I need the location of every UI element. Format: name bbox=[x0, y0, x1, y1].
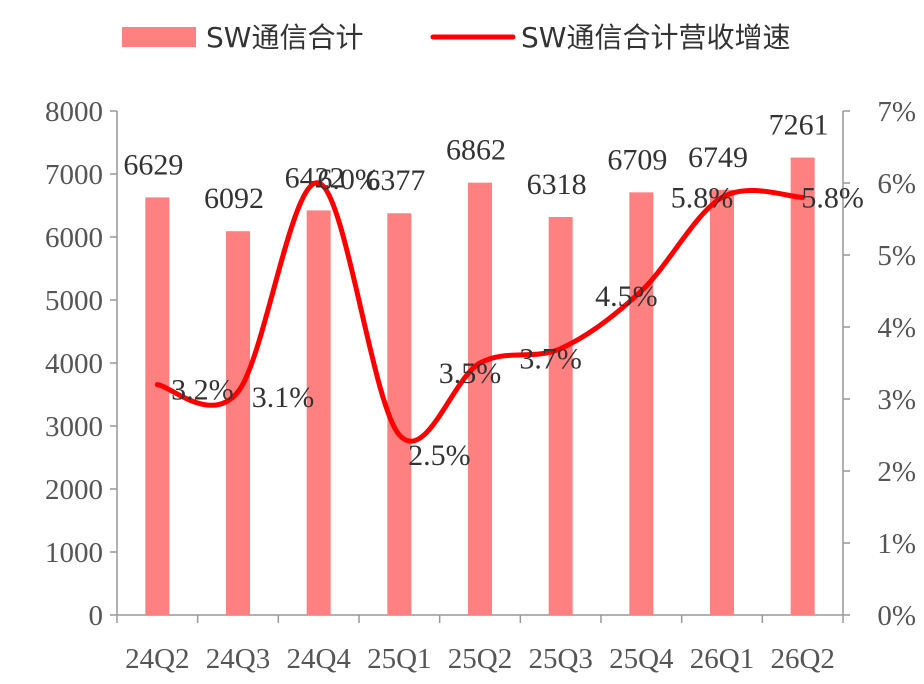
bar-25q1 bbox=[387, 213, 412, 615]
x-tick-label: 25Q2 bbox=[448, 643, 512, 675]
line-label-24q3: 3.1% bbox=[252, 381, 315, 414]
y-left-tick-label: 1000 bbox=[45, 537, 103, 569]
bar-label-26q2: 7261 bbox=[769, 109, 829, 142]
y-right-tick-label: 4% bbox=[877, 312, 916, 344]
axes: 0 1000 2000 3000 4000 5000 6000 7000 8000 0% 1% 2% 3… bbox=[45, 96, 916, 675]
bar-label-25q3: 6318 bbox=[527, 168, 587, 201]
y-left-tick-label: 6000 bbox=[45, 222, 103, 254]
x-tick-label: 26Q1 bbox=[690, 643, 754, 675]
bar-label-25q2: 6862 bbox=[446, 134, 506, 167]
legend-label-line: SW通信合计营收增速 bbox=[521, 21, 790, 54]
y-left-tick-label: 5000 bbox=[45, 285, 103, 317]
y-left-tick-label: 7000 bbox=[45, 159, 103, 191]
y-right-tick-label: 2% bbox=[877, 456, 916, 488]
line-data-labels: 3.2% 3.1% 6.0% 2.5% 3.5% 3.7% 4.5% 5.8% 5.8% bbox=[171, 163, 864, 472]
line-label-26q2: 5.8% bbox=[801, 181, 864, 214]
x-tick-label: 25Q4 bbox=[609, 643, 674, 675]
bar-label-25q1: 6377 bbox=[365, 164, 425, 197]
y-right-tick-label: 1% bbox=[877, 528, 916, 560]
line-label-25q4: 4.5% bbox=[595, 280, 658, 313]
bar-label-24q2: 6629 bbox=[123, 148, 183, 181]
line-label-26q1: 5.8% bbox=[671, 181, 734, 214]
legend-swatch-bar bbox=[122, 27, 196, 47]
y-right-tick-label: 5% bbox=[877, 240, 916, 272]
y-left-tick-label: 8000 bbox=[45, 96, 103, 128]
y-left-tick-label: 0 bbox=[89, 600, 104, 632]
line-label-25q2: 3.5% bbox=[439, 357, 502, 390]
y-left-tick-label: 3000 bbox=[45, 411, 103, 443]
bar-24q3 bbox=[226, 231, 250, 616]
bar-series bbox=[145, 157, 815, 616]
bar-24q4 bbox=[306, 210, 331, 615]
line-label-25q1: 2.5% bbox=[408, 439, 471, 472]
legend: SW通信合计 SW通信合计营收增速 bbox=[122, 21, 790, 54]
line-series bbox=[154, 180, 806, 444]
bar-25q2 bbox=[468, 182, 492, 615]
line-label-24q2: 3.2% bbox=[171, 374, 234, 407]
y-right-tick-label: 0% bbox=[877, 600, 916, 632]
legend-label-bar: SW通信合计 bbox=[206, 21, 363, 54]
bar-label-24q3: 6092 bbox=[204, 182, 264, 215]
bar-26q1 bbox=[710, 189, 734, 616]
x-tick-label: 24Q4 bbox=[286, 643, 351, 675]
x-tick-label: 24Q3 bbox=[206, 643, 270, 675]
bar-label-26q1: 6749 bbox=[688, 141, 748, 174]
y-right-tick-label: 6% bbox=[877, 168, 916, 200]
y-left-tick-label: 2000 bbox=[45, 474, 103, 506]
y-right-tick-label: 7% bbox=[877, 96, 916, 128]
line-label-25q3: 3.7% bbox=[519, 343, 582, 376]
bar-26q2 bbox=[790, 157, 815, 615]
line-label-24q4: 6.0% bbox=[317, 163, 380, 196]
bar-25q3 bbox=[548, 216, 573, 615]
bar-24q2 bbox=[145, 197, 170, 616]
bar-25q4 bbox=[629, 192, 654, 615]
y-right-tick-label: 3% bbox=[877, 384, 916, 416]
bar-data-labels: 6629 6092 6422 6377 6862 6318 6709 6749 7261 bbox=[123, 109, 828, 216]
bar-label-25q4: 6709 bbox=[607, 143, 667, 176]
bar-label-24q4: 6422 bbox=[285, 161, 345, 194]
x-tick-label: 25Q3 bbox=[528, 643, 592, 675]
x-tick-label: 26Q2 bbox=[770, 643, 834, 675]
x-tick-label: 25Q1 bbox=[367, 643, 431, 675]
x-tick-label: 24Q2 bbox=[125, 643, 189, 675]
y-left-tick-label: 4000 bbox=[45, 348, 103, 380]
growth-line bbox=[154, 180, 806, 444]
